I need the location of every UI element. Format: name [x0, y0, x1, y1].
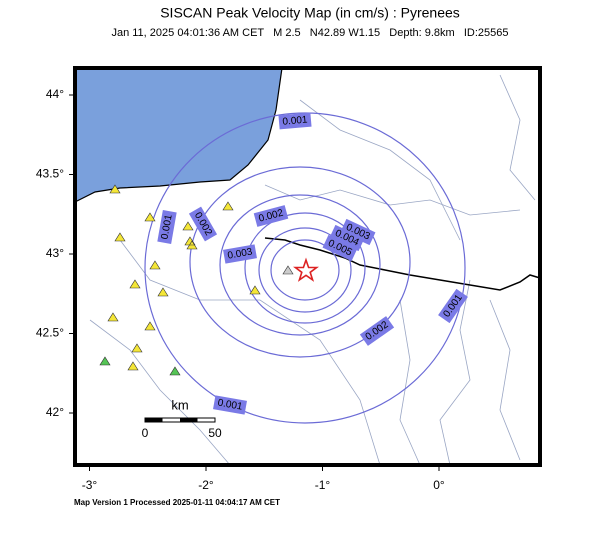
river [299, 99, 461, 241]
rivers [89, 74, 536, 466]
label-box [253, 205, 289, 227]
map-area: 0.001 0.001 0.001 0.001 0.002 0.002 0.00… [73, 66, 542, 467]
label-box [213, 395, 247, 415]
label-box [359, 316, 395, 346]
station [99, 356, 181, 376]
contour-label: 0.001 [157, 210, 177, 244]
label-box [278, 112, 312, 130]
contours [144, 112, 466, 424]
contour-label: 0.001 [213, 395, 247, 415]
map-title: SISCAN Peak Velocity Map (in cm/s) : Pyr… [160, 5, 460, 21]
contour-ring [270, 239, 340, 301]
lat-tick-label: 42.5° [36, 326, 64, 340]
contour-label: 0.002 [253, 205, 289, 227]
river [264, 184, 521, 216]
lon-tick-label: -1° [315, 478, 331, 492]
contour-label-text: 0.003 [227, 246, 254, 261]
station [282, 265, 294, 275]
river [499, 74, 536, 201]
river [89, 319, 231, 466]
label-box [329, 224, 365, 252]
label-box [340, 218, 376, 246]
scale-bar-segment [180, 418, 198, 422]
lat-tick-label: 43° [46, 246, 64, 260]
scale-unit: km [171, 397, 188, 412]
lon-tick-label: -3° [82, 478, 98, 492]
label-box [223, 244, 257, 264]
river [439, 279, 471, 466]
footer: Map Version 1 Processed 2025-01-11 04:04… [74, 498, 280, 507]
ticks: 44° 43.5° 43° 42.5° 42° -3° -2° -1° 0° [36, 87, 445, 492]
contour-ring [144, 112, 466, 424]
contour-label: 0.001 [278, 112, 312, 130]
map-frame [73, 66, 542, 467]
contour-ring [258, 227, 352, 313]
contour-label-text: 0.001 [217, 398, 244, 413]
border [264, 237, 541, 291]
label-box [438, 288, 468, 324]
station [107, 184, 261, 371]
ocean [75, 68, 282, 202]
epicenter [292, 257, 320, 282]
river [399, 299, 421, 466]
contour-label-text: 0.001 [282, 115, 308, 128]
river [119, 239, 381, 466]
contour-ring [244, 212, 366, 324]
lat-tick-label: 44° [46, 87, 64, 101]
label-box [188, 206, 218, 242]
contour-label: 0.003 [223, 244, 257, 264]
stations [99, 184, 294, 376]
label-box [322, 234, 358, 262]
contour-ring [219, 194, 381, 336]
scale-bar-segment [145, 418, 163, 422]
river [489, 299, 521, 461]
map-subtitle: Jan 11, 2025 04:01:36 AM CET M 2.5 N42.8… [111, 27, 508, 39]
scale-bar: km 0 50 [142, 397, 222, 440]
label-box [157, 210, 177, 244]
lat-tick-label: 43.5° [36, 167, 64, 181]
lat-tick-label: 42° [46, 405, 64, 419]
contour-ring [189, 166, 411, 358]
scale-start: 0 [142, 426, 149, 440]
scale-end: 50 [208, 426, 222, 440]
contour-label-text: 0.001 [160, 213, 175, 240]
lon-tick-label: -2° [198, 478, 214, 492]
coastline [74, 67, 283, 203]
lon-tick-label: 0° [433, 478, 445, 492]
